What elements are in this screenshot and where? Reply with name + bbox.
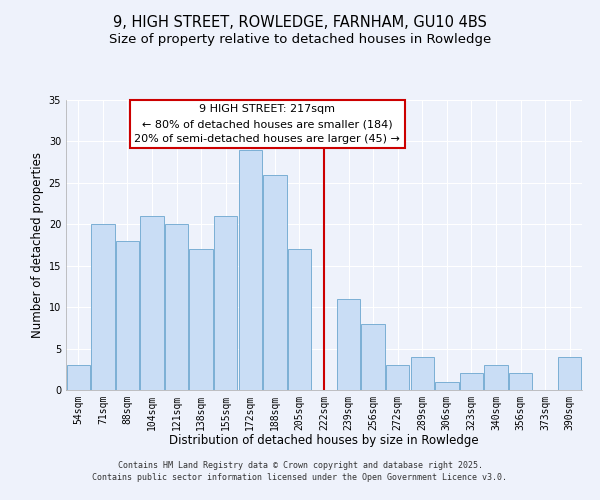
Bar	[165, 224, 188, 390]
Bar	[263, 174, 287, 390]
Bar	[190, 249, 213, 390]
Bar	[214, 216, 238, 390]
Bar	[361, 324, 385, 390]
Text: Size of property relative to detached houses in Rowledge: Size of property relative to detached ho…	[109, 32, 491, 46]
Bar	[484, 365, 508, 390]
Bar	[558, 357, 581, 390]
Text: Contains HM Land Registry data © Crown copyright and database right 2025.
Contai: Contains HM Land Registry data © Crown c…	[92, 461, 508, 482]
Y-axis label: Number of detached properties: Number of detached properties	[31, 152, 44, 338]
X-axis label: Distribution of detached houses by size in Rowledge: Distribution of detached houses by size …	[169, 434, 479, 448]
Text: 9 HIGH STREET: 217sqm
← 80% of detached houses are smaller (184)
20% of semi-det: 9 HIGH STREET: 217sqm ← 80% of detached …	[134, 104, 400, 144]
Bar	[91, 224, 115, 390]
Bar	[460, 374, 483, 390]
Bar	[288, 249, 311, 390]
Bar	[67, 365, 90, 390]
Bar	[116, 241, 139, 390]
Bar	[509, 374, 532, 390]
Bar	[337, 299, 360, 390]
Bar	[435, 382, 458, 390]
Text: 9, HIGH STREET, ROWLEDGE, FARNHAM, GU10 4BS: 9, HIGH STREET, ROWLEDGE, FARNHAM, GU10 …	[113, 15, 487, 30]
Bar	[239, 150, 262, 390]
Bar	[410, 357, 434, 390]
Bar	[140, 216, 164, 390]
Bar	[386, 365, 409, 390]
